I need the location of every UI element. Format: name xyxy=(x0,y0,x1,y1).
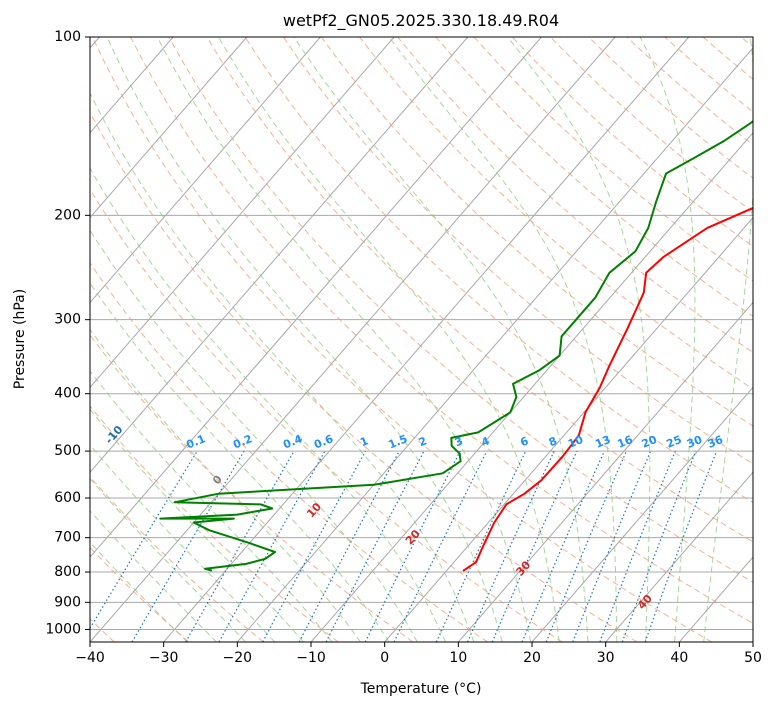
x-tick-label: −20 xyxy=(223,650,253,666)
y-tick-label: 200 xyxy=(54,207,81,223)
mixing-ratio-label: 36 xyxy=(706,433,725,451)
moist-adiabat-line xyxy=(507,37,651,642)
mixing-ratio-line xyxy=(599,450,676,642)
dry-adiabat-line xyxy=(90,111,638,642)
x-tick-label: 30 xyxy=(597,650,615,666)
x-tick-label: −40 xyxy=(75,650,105,666)
x-axis-ticks: −40 −30 −20 −10 0 10 20 30 40 50 xyxy=(75,642,762,666)
chart-title: wetPf2_GN05.2025.330.18.49.R04 xyxy=(283,11,559,31)
y-axis-label: Pressure (hPa) xyxy=(12,289,28,389)
moist-adiabat-line xyxy=(90,477,247,642)
y-tick-label: 400 xyxy=(54,386,81,402)
moist-adiabat-line xyxy=(90,444,276,642)
mixing-ratio-line xyxy=(521,450,605,642)
isotherm-line xyxy=(531,386,753,642)
x-tick-label: 10 xyxy=(449,650,467,666)
mixing-ratio-label: 10 xyxy=(566,433,585,451)
mixing-ratio-label: 13 xyxy=(593,433,612,451)
y-tick-label: 100 xyxy=(54,29,81,45)
dry-adiabat-line xyxy=(168,37,753,583)
isotherms xyxy=(90,37,753,642)
y-tick-label: 300 xyxy=(54,312,81,328)
y-tick-label: 1000 xyxy=(45,621,81,637)
dry-adiabat-line xyxy=(244,37,753,504)
y-tick-label: 700 xyxy=(54,530,81,546)
moist-adiabat-line xyxy=(90,282,390,642)
moist-adiabat-line xyxy=(90,408,304,642)
dewpoint-profile-line xyxy=(159,119,753,572)
moist-adiabat-line xyxy=(293,37,589,642)
dry-adiabat-line xyxy=(92,37,712,642)
y-tick-label: 900 xyxy=(54,594,81,610)
mixing-ratio-label: 16 xyxy=(616,433,635,451)
x-tick-label: −10 xyxy=(296,650,326,666)
isotherm-line xyxy=(163,37,690,642)
isotherm-line xyxy=(90,37,616,642)
temperature-profile-line xyxy=(462,206,753,572)
mixing-ratio-line xyxy=(644,450,718,642)
moist-adiabat-line xyxy=(90,229,418,642)
isotherm-line xyxy=(90,37,321,304)
mixing-ratio-label: 3 xyxy=(453,434,465,449)
mixing-ratio-label: 8 xyxy=(547,434,559,449)
isotherm-line xyxy=(90,37,469,474)
y-axis-ticks: 1000 900 800 700 600 500 400 300 200 100 xyxy=(45,29,90,637)
mixing-ratio-line xyxy=(572,450,652,642)
isotherm-line xyxy=(236,47,753,642)
moist-adiabat-line xyxy=(90,370,333,642)
moist-adiabat-line xyxy=(106,37,503,642)
x-tick-label: −30 xyxy=(149,650,179,666)
mixing-ratio-line xyxy=(621,450,697,642)
isotherm-line xyxy=(605,471,753,642)
mixing-ratio-line xyxy=(545,450,627,642)
mixing-ratio-line xyxy=(90,450,198,630)
mixing-ratio-line xyxy=(466,450,555,642)
mixing-ratio-label: 2 xyxy=(417,434,429,449)
dry-adiabat-line xyxy=(397,37,753,353)
dry-adiabat-line xyxy=(90,262,488,642)
y-tick-label: 800 xyxy=(54,564,81,580)
dry-adiabat-line xyxy=(90,476,264,642)
x-tick-label: 50 xyxy=(744,650,762,666)
x-tick-label: 20 xyxy=(523,650,541,666)
x-tick-label: 40 xyxy=(670,650,688,666)
mixing-ratio-line xyxy=(262,450,367,642)
dry-adiabat-line xyxy=(435,37,753,318)
mixing-ratio-label: 25 xyxy=(664,433,683,451)
dry-adiabat-line xyxy=(90,405,339,642)
y-tick-label: 500 xyxy=(54,443,81,459)
data-series xyxy=(159,119,753,572)
isotherm-line xyxy=(457,301,753,642)
mixing-ratio-lines xyxy=(90,450,718,642)
moist-adiabat-line xyxy=(90,92,475,642)
isotherm-line xyxy=(90,37,395,389)
plot-frame xyxy=(89,36,754,643)
isotherm-line xyxy=(310,132,753,642)
moist-adiabat-line xyxy=(703,37,753,642)
mixing-ratio-label: 1 xyxy=(358,434,370,449)
mixing-ratio-line xyxy=(218,450,326,642)
dry-adiabat-line xyxy=(130,37,753,624)
moist-adiabat-line xyxy=(639,37,696,642)
x-tick-label: 0 xyxy=(380,650,389,666)
isotherm-line xyxy=(384,216,753,642)
x-axis-label: Temperature (°C) xyxy=(360,681,482,697)
y-tick-label: 600 xyxy=(54,490,81,506)
isotherm-line xyxy=(90,37,542,558)
isotherm-line xyxy=(90,37,248,219)
mixing-ratio-line xyxy=(364,450,461,642)
mixing-ratio-label: 30 xyxy=(685,433,704,451)
moist-adiabat-line xyxy=(90,328,361,642)
dry-adiabat-line xyxy=(206,37,753,543)
mixing-ratio-label: 20 xyxy=(640,433,659,451)
mixing-ratio-line xyxy=(491,450,578,642)
dry-adiabat-line xyxy=(90,546,190,642)
